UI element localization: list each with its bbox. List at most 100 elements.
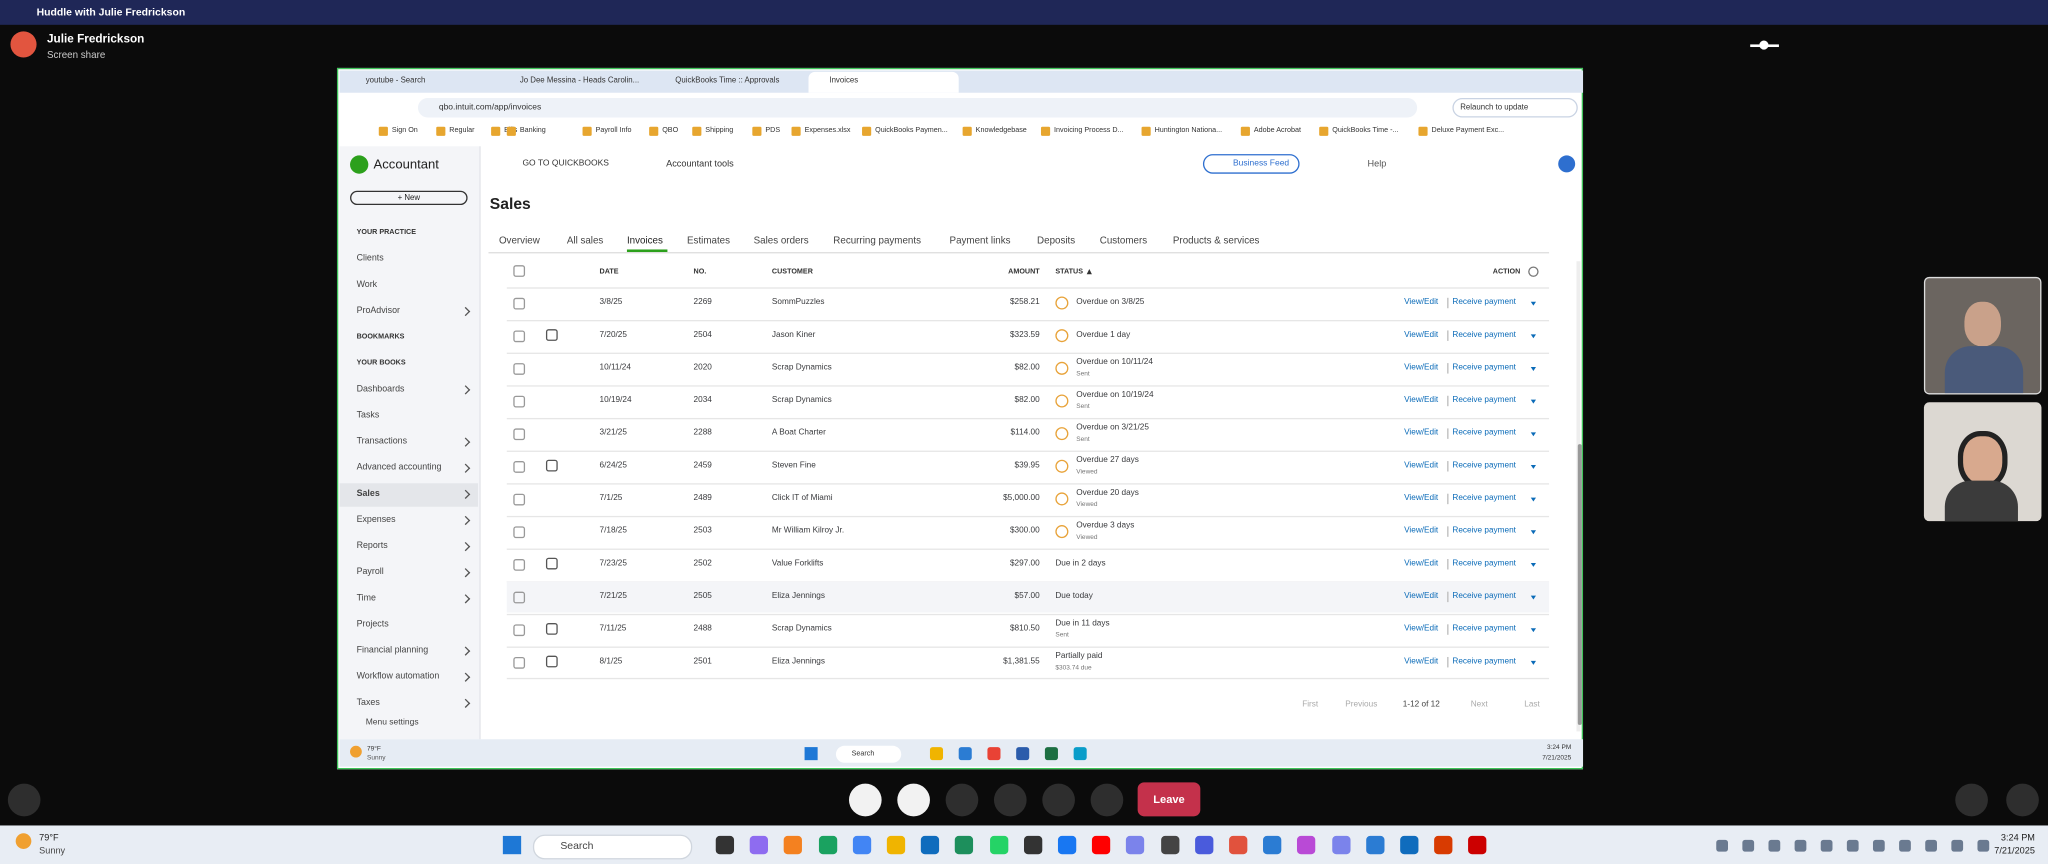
relaunch-button-label[interactable]: Relaunch to update — [1460, 104, 1529, 113]
receive-payment-link[interactable]: Receive payment — [1452, 591, 1516, 601]
pagination-next[interactable]: Next — [1470, 699, 1488, 710]
sales-tab[interactable]: Deposits — [1037, 234, 1076, 246]
taskbar-app[interactable] — [852, 835, 871, 855]
row-checkbox[interactable] — [513, 427, 526, 440]
sidebar-item[interactable]: Time — [356, 593, 376, 603]
sidebar-item[interactable]: Expenses — [356, 515, 396, 525]
receive-payment-link[interactable]: Receive payment — [1452, 460, 1516, 471]
tab-close[interactable] — [790, 76, 798, 84]
row-checkbox[interactable] — [513, 656, 526, 669]
sales-tab[interactable]: Payment links — [949, 234, 1011, 246]
sidebar-item[interactable]: Work — [356, 280, 378, 290]
tray-icon[interactable] — [1872, 839, 1885, 852]
taskbar-app[interactable] — [715, 835, 735, 855]
taskbar-app[interactable] — [1365, 835, 1385, 855]
view-edit-link[interactable]: View/Edit — [1404, 362, 1439, 373]
browser-tab[interactable]: youtube - Search — [365, 77, 426, 85]
business-feed[interactable]: Business Feed — [1232, 159, 1290, 169]
action-caret[interactable] — [1530, 431, 1536, 436]
pagination-first[interactable]: First — [1302, 699, 1319, 710]
taskbar-app[interactable] — [886, 835, 906, 855]
sidebar-item[interactable]: Financial planning — [356, 646, 429, 656]
receive-payment-link[interactable]: Receive payment — [1452, 362, 1516, 373]
app-icon[interactable] — [987, 747, 1001, 761]
bookmark[interactable]: QuickBooks Time -... — [1332, 127, 1399, 135]
stats-button[interactable] — [7, 783, 41, 817]
accountant-tools[interactable]: Accountant tools — [666, 159, 734, 170]
taskbar-app[interactable] — [1434, 835, 1453, 855]
control-button[interactable] — [945, 783, 979, 817]
receive-payment-link[interactable]: Receive payment — [1452, 656, 1516, 666]
sales-tab[interactable]: Products & services — [1172, 234, 1260, 246]
sales-tab[interactable]: Estimates — [687, 234, 731, 246]
tray-icon[interactable] — [1820, 839, 1833, 852]
receive-payment-link[interactable]: Receive payment — [1452, 558, 1516, 568]
menu-settings[interactable]: Menu settings — [365, 718, 419, 728]
row-checkbox[interactable] — [513, 623, 526, 636]
relaunch-button[interactable] — [1452, 97, 1578, 118]
app-icon[interactable] — [929, 747, 944, 761]
taskbar-app[interactable] — [784, 835, 803, 855]
tab-close[interactable] — [635, 76, 643, 84]
app-icon[interactable] — [958, 747, 972, 761]
bookmark[interactable]: Huntington Nationa... — [1154, 127, 1223, 135]
tab-close[interactable] — [481, 76, 489, 84]
taskbar-app[interactable] — [1092, 835, 1111, 855]
leave-button[interactable] — [1137, 782, 1201, 817]
receive-payment-link[interactable]: Receive payment — [1452, 330, 1516, 340]
help[interactable]: Help — [1367, 159, 1387, 170]
sales-tab[interactable]: Customers — [1099, 234, 1148, 246]
new-button[interactable] — [350, 190, 468, 206]
row-checkbox[interactable] — [513, 329, 526, 342]
receive-payment-link[interactable]: Receive payment — [1452, 624, 1516, 634]
taskbar-app[interactable] — [1057, 835, 1077, 855]
pagination-last[interactable]: Last — [1524, 699, 1540, 710]
taskbar-app[interactable] — [1263, 835, 1282, 855]
action-caret[interactable] — [1530, 594, 1536, 599]
receive-payment-link[interactable]: Receive payment — [1452, 297, 1516, 307]
taskbar-app[interactable] — [989, 835, 1008, 855]
taskbar-app[interactable] — [1468, 835, 1487, 855]
control-button[interactable] — [1042, 783, 1075, 817]
view-edit-link[interactable]: View/Edit — [1404, 297, 1439, 307]
taskbar-app[interactable] — [1023, 835, 1043, 855]
go-to-quickbooks[interactable]: GO TO QUICKBOOKS — [522, 159, 609, 169]
profile-icon[interactable] — [1558, 155, 1576, 173]
pagination-previous[interactable]: Previous — [1345, 699, 1378, 710]
tray-icon[interactable] — [1742, 839, 1755, 852]
tray-icon[interactable] — [1768, 839, 1781, 852]
tray-icon[interactable] — [1977, 839, 1990, 852]
taskbar-app[interactable] — [921, 835, 940, 855]
receive-payment-link[interactable]: Receive payment — [1452, 428, 1516, 438]
sidebar-item[interactable]: Taxes — [356, 698, 380, 708]
sidebar-item[interactable]: ProAdvisor — [356, 306, 400, 316]
action-caret[interactable] — [1530, 627, 1536, 632]
new-button-label[interactable]: + New — [397, 193, 421, 202]
sales-tab[interactable]: Sales orders — [753, 234, 809, 246]
sales-tab[interactable]: All sales — [566, 234, 604, 246]
app-icon[interactable] — [1016, 747, 1030, 761]
action-caret[interactable] — [1530, 496, 1536, 501]
row-checkbox[interactable] — [513, 591, 526, 603]
bookmark[interactable]: QBO — [662, 127, 679, 135]
action-caret[interactable] — [1530, 333, 1536, 338]
browser-tab[interactable]: QuickBooks Time :: Approvals — [675, 77, 780, 85]
taskbar-app[interactable] — [1194, 835, 1214, 855]
receive-payment-link[interactable]: Receive payment — [1452, 493, 1516, 503]
settings-gear[interactable] — [1528, 266, 1539, 277]
view-edit-link[interactable]: View/Edit — [1404, 460, 1439, 471]
action-caret[interactable] — [1530, 301, 1536, 305]
sales-tab[interactable]: Overview — [498, 234, 540, 246]
control-button[interactable] — [848, 783, 882, 817]
sidebar-item[interactable]: Advanced accounting — [356, 463, 442, 473]
tray-icon[interactable] — [1794, 839, 1807, 852]
sales-tab[interactable]: Invoices — [626, 234, 663, 246]
sidebar-item[interactable]: Projects — [356, 619, 389, 630]
view-edit-link[interactable]: View/Edit — [1404, 395, 1439, 405]
taskbar-app[interactable] — [955, 835, 974, 855]
receive-payment-link[interactable]: Receive payment — [1452, 395, 1516, 405]
browser-tab[interactable]: Jo Dee Messina - Heads Carolin... — [519, 77, 640, 85]
view-edit-link[interactable]: View/Edit — [1404, 624, 1439, 634]
row-checkbox[interactable] — [513, 362, 526, 375]
sidebar-item[interactable]: Tasks — [356, 410, 380, 421]
